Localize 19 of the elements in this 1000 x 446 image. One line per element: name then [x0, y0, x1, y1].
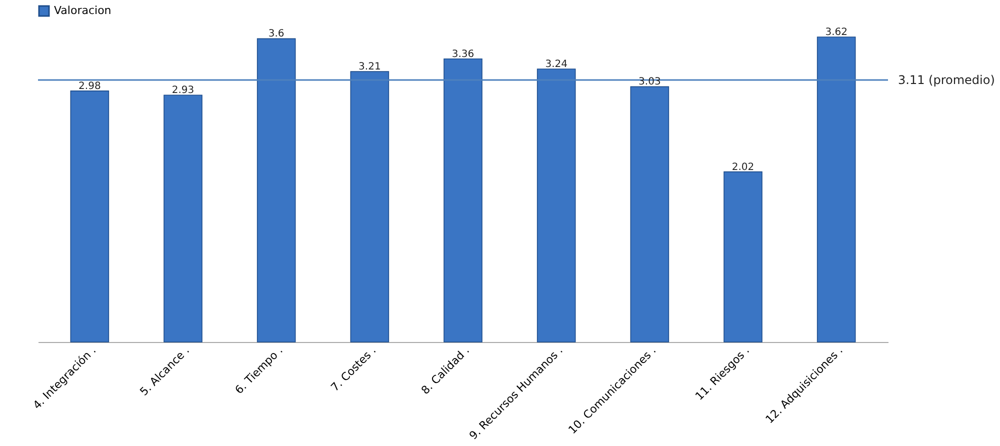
data-label: 3.36: [452, 48, 474, 60]
ref-line-label: 3.11 (promedio): [898, 72, 995, 87]
legend-label: Valoracion: [54, 4, 112, 17]
bar: [816, 36, 856, 342]
bar: [724, 171, 762, 342]
data-label: 3.21: [358, 62, 381, 73]
data-label: 3.62: [825, 27, 848, 38]
bar: [630, 86, 670, 342]
bar: [536, 68, 576, 342]
data-label: 3.24: [545, 59, 568, 70]
bar: [444, 58, 482, 342]
bar: [256, 38, 296, 342]
data-label: 2.93: [172, 85, 194, 96]
data-label: 3.6: [268, 28, 284, 40]
data-label: 2.02: [732, 162, 754, 173]
bar: [164, 94, 202, 342]
data-label: 2.98: [78, 80, 101, 92]
bar: [70, 90, 110, 342]
bar: [350, 71, 390, 342]
